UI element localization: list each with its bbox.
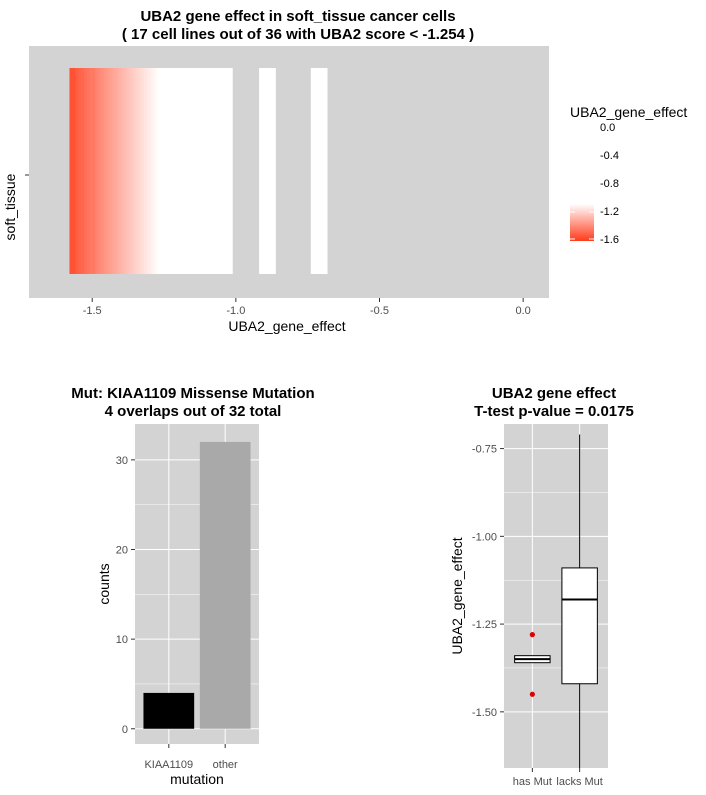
box-y-tick-label-2: -1.25 [472, 619, 497, 631]
box-x-tick-label-0: has Mut [513, 776, 552, 788]
bar-x-tick-label-1: other [213, 759, 238, 771]
heatmap-bar-31 [167, 68, 179, 274]
legend-label-2: -0.8 [600, 178, 619, 190]
legend-label-0: 0.0 [600, 122, 615, 134]
box-y-axis-title: UBA2_gene_effect [449, 537, 465, 654]
heatmap-x-tick-label-2: -0.5 [370, 305, 389, 317]
heatmap-x-tick-label-1: -1.0 [226, 305, 245, 317]
bar-title-line2: 4 overlaps out of 32 total [105, 403, 282, 420]
box-marks [514, 434, 598, 768]
heatmap-bar-34 [184, 68, 196, 274]
bar-other [199, 441, 251, 729]
bar-y-tick-label-0: 0 [122, 724, 128, 736]
heatmap-bar-6 [89, 68, 101, 274]
box-y-ticks: -0.75 -1.00 -1.25 -1.50 [472, 444, 504, 719]
legend-ticks [570, 211, 594, 240]
bar-y-tick-label-3: 30 [116, 455, 128, 467]
heatmap-x-ticks: -1.5 -1.0 -0.5 0.0 [83, 298, 531, 317]
heatmap-y-axis-title: soft_tissue [2, 173, 18, 240]
heatmap-bar-40 [221, 68, 233, 274]
bar-y-ticks: 0 10 20 30 [116, 455, 135, 736]
box-y-tick-label-0: -0.75 [472, 444, 497, 456]
heatmap-bar-33 [178, 68, 190, 274]
bar-y-tick-label-1: 10 [116, 634, 128, 646]
box-title-line2: T-test p-value = 0.0175 [474, 403, 634, 420]
heatmap-bar-0 [69, 68, 81, 274]
heatmap-x-axis-title: UBA2_gene_effect [228, 318, 345, 334]
heatmap-x-tick-label-0: -1.5 [83, 305, 102, 317]
bar-y-tick-label-2: 20 [116, 544, 128, 556]
heatmap-chart: UBA2 gene effect in soft_tissue cancer c… [2, 8, 687, 334]
heatmap-x-tick-label-3: 0.0 [515, 305, 530, 317]
box-outlier-has-mut-0 [529, 632, 535, 638]
heatmap-bar-38 [210, 68, 222, 274]
heatmap-bars [69, 68, 328, 274]
legend-label-3: -1.2 [600, 206, 619, 218]
bar-kiaa1109 [143, 692, 195, 729]
box-x-ticks: has Mut lacks Mut [513, 768, 603, 788]
heatmap-title-line2: ( 17 cell lines out of 36 with UBA2 scor… [122, 26, 474, 43]
heatmap-bar-39 [215, 68, 227, 274]
box-x-tick-label-1: lacks Mut [556, 776, 602, 788]
bar-x-axis-title: mutation [170, 771, 224, 787]
heatmap-bar-43 [310, 68, 322, 274]
heatmap-bar-30 [161, 68, 173, 274]
legend-color-bar [570, 204, 594, 241]
heatmap-bar-41 [259, 68, 271, 274]
heatmap-bar-44 [316, 68, 328, 274]
heatmap-bar-42 [264, 68, 276, 274]
heatmap-bar-37 [201, 68, 213, 274]
box-outlier-has-mut-1 [529, 691, 535, 697]
bar-y-axis-title: counts [96, 563, 112, 604]
heatmap-bar-35 [190, 68, 202, 274]
bar-x-ticks: KIAA1109 other [144, 744, 238, 771]
legend-label-4: -1.6 [600, 234, 619, 246]
legend-label-1: -0.4 [600, 150, 619, 162]
heatmap-title-line1: UBA2 gene effect in soft_tissue cancer c… [140, 8, 455, 25]
box-y-tick-label-1: -1.00 [472, 531, 497, 543]
bar-x-tick-label-0: KIAA1109 [144, 759, 193, 771]
bar-chart: Mut: KIAA1109 Missense Mutation 4 overla… [71, 385, 314, 787]
heatmap-bar-32 [172, 68, 184, 274]
box-body-lacks-mut [561, 567, 598, 685]
box-y-tick-label-3: -1.50 [472, 707, 497, 719]
box-title-line1: UBA2 gene effect [492, 385, 616, 402]
box-chart: UBA2 gene effect T-test p-value = 0.0175… [449, 385, 634, 788]
heatmap-bar-36 [195, 68, 207, 274]
legend-title: UBA2_gene_effect [570, 104, 687, 120]
bar-title-line1: Mut: KIAA1109 Missense Mutation [71, 385, 314, 402]
bar-marks [143, 441, 251, 729]
